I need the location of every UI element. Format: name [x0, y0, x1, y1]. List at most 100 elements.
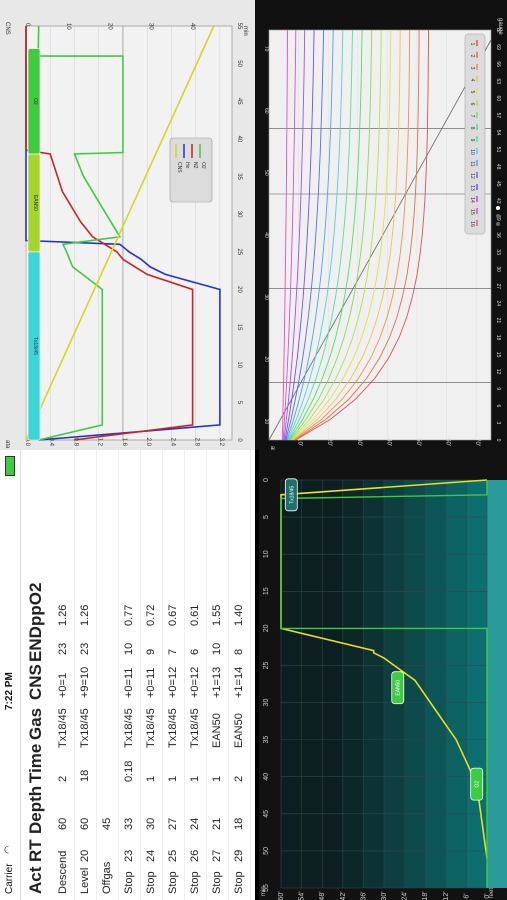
cell-depth: 45 — [101, 817, 113, 830]
tissue-curve — [281, 29, 288, 441]
gas-marker — [284, 478, 298, 512]
pressure-tick-label: 60' — [445, 438, 451, 446]
cell-time: 1 — [167, 775, 179, 782]
time-tick-label: 0 — [263, 478, 270, 482]
gauge-tick-label: 48 — [495, 164, 501, 170]
depth-tick-label: 0' — [484, 893, 491, 898]
cell-time: 0:18 — [123, 760, 135, 782]
ppo2-tick-label: 2.8 — [194, 438, 200, 447]
legend-label: 14 — [469, 197, 475, 203]
legend-label: 3 — [469, 67, 475, 70]
legend-label: 2 — [469, 55, 475, 58]
cell-end: 7 — [167, 648, 179, 655]
table-row[interactable]: Stop 25 27 1 Tx18/45 +0=12 7 0.67 — [162, 450, 185, 900]
table-row[interactable]: Stop 24 30 1 Tx18/45 +0=11 9 0.72 — [140, 450, 163, 900]
cell-cns: +0=12 — [189, 666, 201, 698]
cell-ppo2: 1.26 — [57, 604, 69, 626]
pressure-tick-label: 40' — [385, 438, 391, 446]
table-row[interactable]: Stop 23 33 0:18 Tx18/45 +0=11 10 0.77 — [118, 450, 141, 900]
cell-gas: Tx18/45 — [57, 708, 69, 748]
cell-depth: 60 — [57, 817, 69, 830]
depth-tick-label: 24' — [402, 891, 409, 900]
gauge-tick-label: 72 — [495, 27, 501, 33]
cell-rt: 20 — [79, 849, 91, 862]
gas-marker-label: Tx18/45 — [289, 486, 295, 504]
dive-profile-chart[interactable]: 0' 6' 12' 18' 24' 30' 36' 42' 48' 54' 60' 0 5 10 15 20 2… — [259, 450, 507, 900]
time-tick-label: 25 — [236, 248, 242, 255]
depth-tick-label: 18' — [422, 891, 429, 900]
ata-unit-label: ata — [4, 440, 10, 449]
legend-label: 12 — [469, 173, 475, 179]
gauge-tick-label: 33 — [495, 249, 501, 255]
time-tick-label: 20 — [263, 624, 270, 632]
time-tick-label: 30 — [263, 699, 270, 707]
cell-act: Stop — [167, 871, 179, 894]
tissue-curve — [287, 29, 344, 441]
gauge-tick-label: 24 — [495, 301, 501, 307]
ceiling-line — [280, 480, 488, 888]
tissue-curve — [289, 29, 373, 441]
water-band — [445, 480, 467, 888]
legend-label: N2 — [192, 162, 198, 169]
legend-label: 9 — [469, 139, 475, 142]
table-row[interactable]: Level 20 60 18 Tx18/45 +9=10 23 1.26 — [74, 450, 97, 900]
tissue-curve — [286, 29, 334, 441]
table-row[interactable]: Offgas 45 — [96, 450, 119, 900]
water-band — [281, 480, 302, 888]
ppo2-tick-label: 1.2 — [97, 438, 103, 447]
legend-label: 7 — [469, 115, 475, 118]
gas-marker — [470, 767, 484, 801]
ppo2-tick-label: 3.2 — [218, 438, 224, 447]
pressure-tick-label: 70' — [474, 438, 480, 446]
tissue-curve — [285, 29, 325, 441]
time-tick-label: 5 — [263, 515, 270, 519]
time-tick-label: 35 — [263, 736, 270, 744]
time-tick-label: 15 — [263, 587, 270, 595]
cell-ppo2: 0.67 — [167, 604, 179, 626]
table-row[interactable]: Stop 27 21 1 EAN50 +1=13 10 1.55 — [206, 450, 229, 900]
legend-label: 16 — [469, 221, 475, 227]
table-row[interactable]: Stop 29 18 2 EAN50 +1=14 8 1.40 — [228, 450, 251, 900]
cell-depth: 21 — [211, 817, 223, 830]
gauge-tick-label: 63 — [495, 78, 501, 84]
time-tick-label: 50 — [263, 847, 270, 855]
gas-pressure-chart[interactable]: 0.0 0.4 0.8 1.2 1.6 2.0 2.4 2.8 3.2 0 10 20 30 40 0 5 10… — [0, 0, 255, 450]
tissue-curve — [291, 29, 392, 441]
time-tick-label: 45 — [263, 810, 270, 818]
tissue-curve — [283, 29, 306, 441]
dive-plan-table-panel: Carrier ◠ 7:22 PM Act RT Depth Time Gas … — [0, 450, 255, 900]
dive-profile-line — [280, 479, 488, 859]
legend-label: 6 — [469, 103, 475, 106]
tissue-loading-chart[interactable]: 10'20'30'40'50'60'70'abs0369121518212427… — [255, 0, 507, 450]
col-depth: Depth — [26, 785, 45, 834]
time-tick-label: 15 — [236, 324, 242, 331]
legend-label: O2 — [200, 162, 206, 169]
cell-time: 2 — [57, 775, 69, 782]
tissue-curve — [282, 29, 297, 441]
legend-label: 11 — [469, 161, 475, 166]
clock-label: 7:22 PM — [4, 672, 15, 710]
tissue-loading-panel: 10'20'30'40'50'60'70'abs0369121518212427… — [255, 0, 507, 450]
table-row[interactable]: Stop 26 24 1 Tx18/45 +0=12 6 0.61 — [184, 450, 207, 900]
cell-time: 1 — [145, 775, 157, 782]
cell-end: 23 — [57, 642, 69, 655]
cell-end: 9 — [145, 648, 157, 655]
time-tick-label: 35 — [236, 173, 242, 180]
cell-gas: Tx18/45 — [189, 708, 201, 748]
cns-tick-label: 40 — [189, 23, 195, 30]
depth-tick-label: 36' — [360, 891, 367, 900]
gauge-tick-label: 51 — [495, 147, 501, 153]
cell-rt: 27 — [211, 849, 223, 862]
table-row[interactable]: Descend 60 2 Tx18/45 +0=1 23 1.26 — [52, 450, 75, 900]
legend-label: 13 — [469, 185, 475, 191]
legend-label: 4 — [469, 79, 475, 82]
cell-end: 6 — [189, 648, 201, 655]
pressure-tick-label: 10' — [297, 438, 303, 446]
gas-bar — [27, 48, 41, 155]
pressure-tick-label: 50' — [415, 438, 421, 446]
ppo2-tick-label: 0.8 — [72, 438, 78, 447]
tissue-curve — [294, 29, 420, 441]
water-band — [404, 480, 426, 888]
time-tick-label: 20 — [236, 286, 242, 293]
cell-cns: +0=1 — [57, 672, 69, 698]
